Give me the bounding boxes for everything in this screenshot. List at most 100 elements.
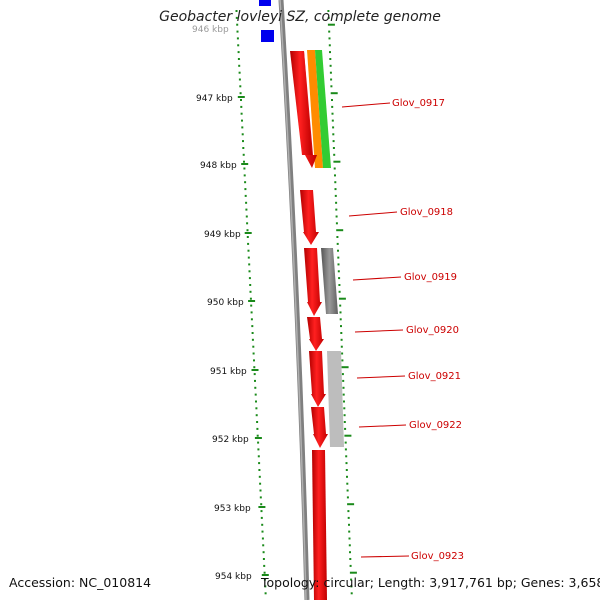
ruler-minor-tick — [236, 30, 239, 33]
gene-arrow-glov-0919[interactable] — [304, 248, 322, 316]
ruler-outer-tick — [339, 311, 342, 314]
ruler-outer-tick — [331, 112, 334, 115]
leader-glov-0922 — [358, 424, 407, 428]
ruler-minor-tick — [258, 462, 261, 465]
ruler-outer-tick — [332, 126, 335, 129]
ruler-outer-tick — [337, 263, 340, 266]
ruler-minor-tick — [249, 290, 252, 293]
ruler-outer-tick — [349, 571, 357, 574]
ruler-label-949: 949 kbp — [204, 230, 241, 240]
ruler-outer-tick — [343, 400, 345, 403]
leader-glov-0918 — [348, 211, 398, 217]
ruler-minor-tick — [255, 414, 258, 417]
ruler-minor-tick — [258, 469, 261, 471]
gene-arrow-glov-0918[interactable] — [300, 190, 319, 245]
ruler-minor-tick — [247, 242, 250, 245]
ruler-minor-tick — [242, 140, 244, 143]
gene-label-glov-0922[interactable]: Glov_0922 — [409, 420, 462, 431]
ruler-minor-tick — [240, 99, 242, 101]
ruler-minor-tick — [252, 345, 255, 348]
ruler-minor-tick — [238, 71, 241, 74]
ruler-minor-tick — [264, 585, 267, 588]
ruler-outer-tick — [347, 503, 355, 506]
ruler-minor-tick — [256, 421, 259, 423]
ruler-minor-tick — [258, 475, 261, 478]
ruler-minor-tick — [246, 236, 249, 238]
ruler-minor-tick — [263, 564, 266, 567]
ruler-outer-tick — [346, 482, 349, 485]
ruler-minor-tick — [259, 496, 262, 499]
ruler-major-ticks — [237, 96, 269, 576]
gene-label-glov-0917[interactable]: Glov_0917 — [392, 98, 445, 109]
ruler-outer-tick — [334, 181, 337, 184]
ruler-minor-tick — [252, 352, 255, 355]
ruler-label-947: 947 kbp — [196, 94, 233, 104]
cog-bar-green — [315, 50, 331, 168]
ruler-major-tick — [254, 437, 262, 439]
ruler-outer-tick — [329, 64, 332, 67]
ruler-outer-tick — [340, 325, 342, 328]
ruler-outer-tick — [337, 270, 340, 273]
gene-label-glov-0920[interactable]: Glov_0920 — [406, 325, 459, 336]
ruler-outer-tick — [337, 256, 340, 259]
ruler-minor-tick — [262, 544, 265, 547]
cog-bar-light-gray — [327, 351, 344, 447]
ruler-outer-tick — [346, 496, 349, 499]
ruler-minor-tick — [243, 160, 245, 163]
ruler-minor-tick — [245, 201, 248, 204]
ruler-outer-tick — [330, 85, 333, 88]
ruler-minor-tick — [246, 222, 249, 225]
ruler-minor-tick — [245, 208, 248, 211]
ruler-minor-tick — [247, 249, 250, 252]
ruler-outer-tick — [327, 16, 330, 19]
blue-feature — [259, 0, 271, 6]
gene-arrow-glov-0920[interactable] — [307, 317, 324, 351]
leader-glov-0917 — [341, 102, 391, 108]
gene-label-glov-0919[interactable]: Glov_0919 — [404, 272, 457, 283]
ruler-outer-tick — [335, 201, 338, 204]
ruler-minor-tick — [239, 92, 242, 95]
ruler-major-tick — [244, 232, 252, 234]
ruler-outer-tick — [342, 379, 345, 382]
ruler-minor-tick — [255, 400, 257, 403]
accession-label: Accession: NC_010814 — [9, 575, 152, 590]
ruler-minor-tick — [245, 215, 248, 218]
gene-arrow-glov-0921[interactable] — [309, 351, 326, 407]
ruler-minor-tick — [250, 311, 253, 314]
ruler-outer-tick — [337, 249, 339, 252]
ruler-minor-tick — [259, 489, 262, 492]
ruler-outer-tick — [331, 105, 334, 108]
ruler-outer-tick — [329, 58, 332, 60]
ruler-outer-tick — [330, 78, 333, 81]
ruler-label-partial: 946 kbp — [192, 25, 229, 35]
ruler-outer-tick — [349, 564, 352, 567]
ruler-minor-tick — [249, 297, 252, 300]
ruler-major-tick — [241, 163, 249, 165]
ruler-minor-tick — [254, 379, 256, 382]
ruler-outer-tick — [342, 386, 345, 389]
gene-label-glov-0921[interactable]: Glov_0921 — [408, 371, 461, 382]
ruler-minor-tick — [250, 318, 253, 321]
ruler-outer-tick — [347, 510, 350, 513]
ruler-outer-tick — [344, 434, 352, 437]
ruler-label-954: 954 kbp — [215, 572, 252, 582]
ruler-outer-tick — [349, 551, 351, 554]
ruler-minor-tick — [242, 147, 245, 149]
ruler-outer-tick — [338, 284, 341, 286]
ruler-minor-tick — [240, 105, 243, 108]
ruler-outer-tick — [327, 23, 335, 26]
ruler-minor-tick — [247, 256, 250, 259]
ruler-minor-tick — [237, 58, 240, 60]
ruler-minor-tick — [246, 229, 249, 232]
gene-arrow-glov-0923[interactable] — [312, 450, 327, 600]
ruler-minor-tick — [242, 153, 245, 156]
ruler-outer-tick — [336, 236, 339, 238]
gene-label-glov-0923[interactable]: Glov_0923 — [411, 551, 464, 562]
ruler-outer-tick — [327, 10, 330, 12]
gene-label-glov-0918[interactable]: Glov_0918 — [400, 207, 453, 218]
gene-arrow-glov-0922[interactable] — [311, 407, 328, 448]
ruler-outer-tick — [345, 469, 348, 471]
ruler-outer-tick — [341, 359, 344, 362]
ruler-outer-tick — [348, 544, 351, 547]
